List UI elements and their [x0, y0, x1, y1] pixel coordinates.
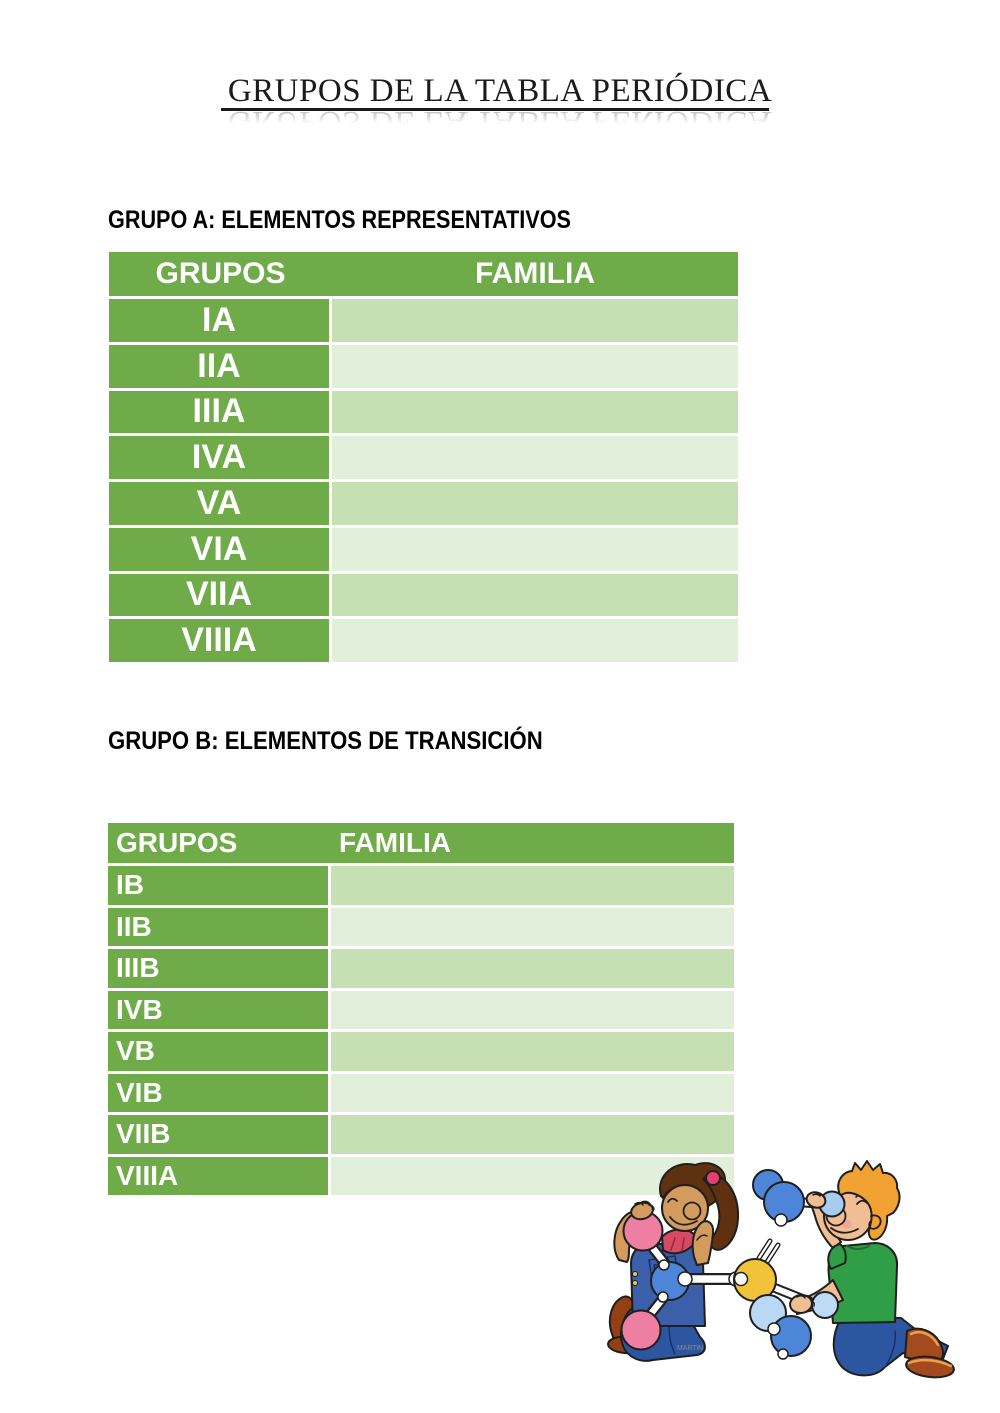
svg-text:MARTiN: MARTiN [677, 1345, 703, 1352]
